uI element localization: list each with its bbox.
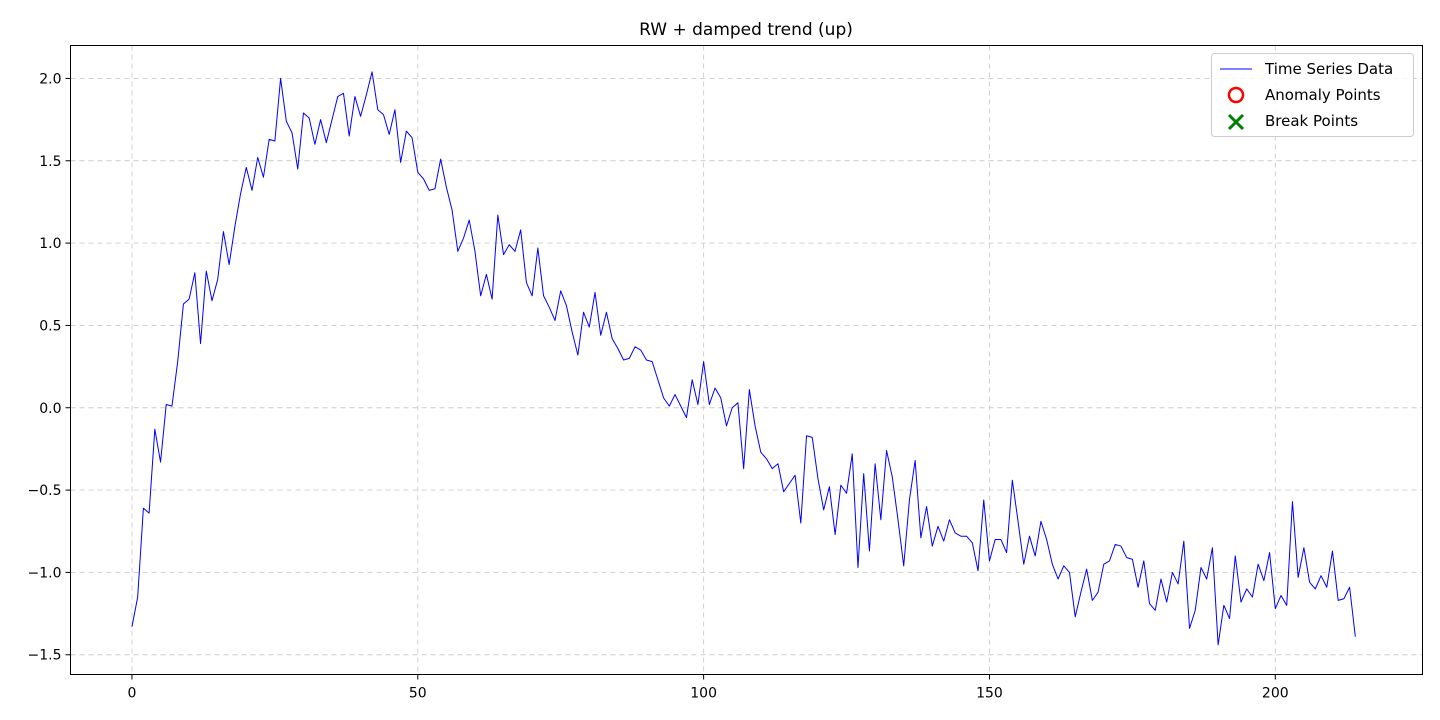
y-tick-label: 1.5 [39,154,61,170]
legend: Time Series Data Anomaly Points Break Po… [1211,53,1414,137]
y-tick-label: 0.0 [39,401,61,417]
x-tick-label: 100 [690,686,717,702]
grid-lines [70,45,1423,675]
legend-break-x-icon [1227,113,1245,131]
y-tick-label: 0.5 [39,318,61,334]
y-tick-label: −1.5 [28,648,62,664]
x-axis: 0 50 100 150 200 [127,674,1289,702]
x-tick-label: 0 [127,686,136,702]
y-tick-label: −1.0 [28,565,62,581]
legend-anomaly-circle-icon [1227,86,1245,104]
y-tick-label: −0.5 [28,483,62,499]
y-tick-label: 1.0 [39,236,61,252]
chart-title: RW + damped trend (up) [639,20,853,40]
y-tick-label: 2.0 [39,71,61,87]
plot-area-frame [70,45,1423,675]
legend-label-time-series: Time Series Data [1264,60,1393,78]
legend-label-anomaly: Anomaly Points [1265,86,1381,104]
x-tick-label: 150 [976,686,1003,702]
series-layer [131,71,1356,646]
y-axis: −1.5 −1.0 −0.5 0.0 0.5 1.0 1.5 2.0 [28,71,71,664]
x-tick-label: 50 [409,686,427,702]
series-line-time-series [131,71,1356,646]
legend-box [1211,53,1414,137]
x-tick-label: 200 [1262,686,1289,702]
legend-label-break: Break Points [1265,112,1358,130]
